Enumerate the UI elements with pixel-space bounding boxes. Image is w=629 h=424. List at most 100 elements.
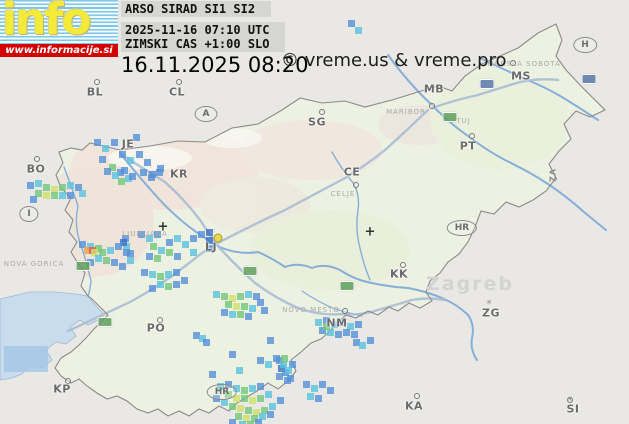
radar-cell [237,311,244,318]
city-label-lj: LJ [204,240,218,254]
city-marker [319,109,325,115]
radar-cell [261,307,268,314]
radar-cell [95,255,102,262]
radar-cell [166,239,173,246]
radar-cell [278,365,285,372]
radar-cell [117,169,124,176]
radar-cell [174,253,181,260]
town-symbol-icon: ✳ [486,298,492,307]
radar-cell [51,192,58,199]
website-banner-link[interactable]: www.informacije.si [0,44,118,57]
site-logo[interactable]: info [0,0,118,44]
radar-cell [253,409,260,416]
radar-cell [79,241,86,248]
radar-cell [136,151,143,158]
road-shield-icon [242,266,258,276]
radar-cell [43,184,50,191]
radar-cell [315,319,322,326]
airport-icon: + [157,219,169,235]
radar-cell [111,139,118,146]
radar-cell [182,241,189,248]
radar-cell [59,192,66,199]
radar-cell [104,168,111,175]
radar-cell [323,323,330,330]
radar-cell [146,253,153,260]
radar-cell [103,257,110,264]
radar-cell [112,172,119,179]
radar-cell [157,165,164,172]
radar-cell [229,295,236,302]
country-marker-hr: HR [206,384,238,400]
radar-cell [94,139,101,146]
radar-cell [348,20,355,27]
radar-cell [190,235,197,242]
radar-cell [319,381,326,388]
city-marker [176,79,182,85]
radar-cell [351,331,358,338]
radar-cell [281,355,288,362]
radar-cell [355,321,362,328]
radar-cell [127,250,134,257]
city-label-kp: KP [53,382,71,396]
radar-cell [165,271,172,278]
radar-cell [253,293,260,300]
radar-cell [150,243,157,250]
radar-cell [109,164,116,171]
city-label-kk: KK [389,267,409,281]
city-label-ce: CE [343,165,361,179]
radar-cell [206,245,213,252]
radar-cell [121,167,128,174]
radar-cell [285,367,292,374]
city-marker [429,103,435,109]
radar-cell [267,337,274,344]
sea-data-patch [4,346,48,372]
radar-cell [237,405,244,412]
radar-cell [311,385,318,392]
radar-cell [165,283,172,290]
radar-cell [157,273,164,280]
radar-cell [140,169,147,176]
radar-cell [225,301,232,308]
country-marker-i: I [19,206,39,222]
radar-cell [111,259,118,266]
radar-cell [190,249,197,256]
radar-cell [265,361,272,368]
site-logo-text: info [2,0,92,44]
city-marker [157,317,163,323]
radar-cell [353,339,360,346]
radar-cell [367,337,374,344]
radar-cell [129,173,136,180]
radar-cell [257,299,264,306]
radar-cell [157,281,164,288]
radar-cell [287,375,294,382]
place-name: Zagreb [425,273,515,295]
radar-cell [91,249,98,256]
radar-cell [156,169,163,176]
radar-cell [84,247,91,254]
radar-cell [257,357,264,364]
radar-cell [79,190,86,197]
radar-cell [213,291,220,298]
road-shield-icon [581,74,597,84]
country-marker-hr: HR [446,220,478,236]
capital-city-marker [213,233,223,243]
radar-cell [247,421,254,424]
city-label-je: JE [121,137,135,151]
radar-cell [99,156,106,163]
radar-cell [158,247,165,254]
radar-cell [273,355,280,362]
radar-cell [276,373,283,380]
radar-cell [173,281,180,288]
radar-cell [67,192,74,199]
radar-cell [148,174,155,181]
radar-cell [149,285,156,292]
radar-cell [123,243,130,250]
radar-cell [95,245,102,252]
radar-cell [75,184,82,191]
radar-cell [119,151,126,158]
radar-cell [251,415,258,422]
radar-cell [245,291,252,298]
radar-cell [206,237,213,244]
radar-cell [119,263,126,270]
